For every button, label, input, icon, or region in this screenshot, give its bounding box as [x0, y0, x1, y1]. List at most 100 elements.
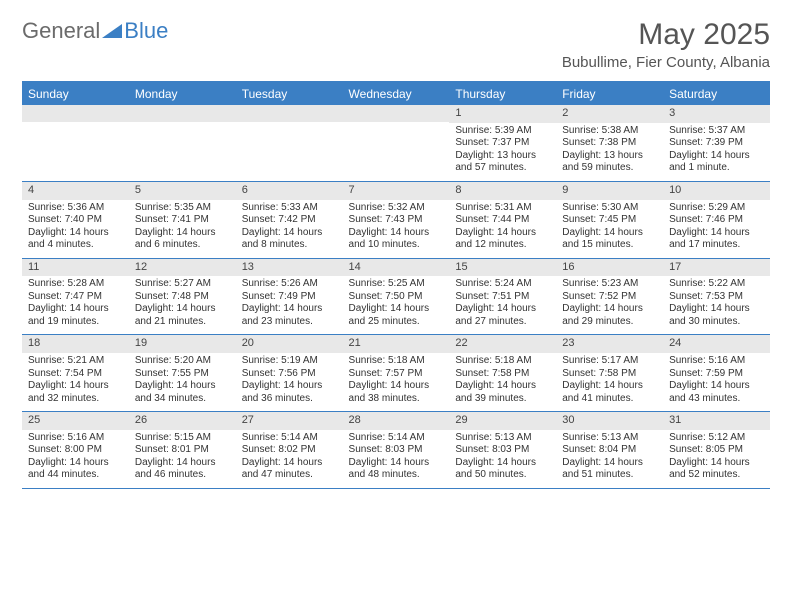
sunset-line: Sunset: 7:53 PM [669, 291, 764, 304]
sunset-line: Sunset: 7:41 PM [135, 214, 230, 227]
dow-header: Sunday [22, 82, 129, 105]
day-cell: 13Sunrise: 5:26 AMSunset: 7:49 PMDayligh… [236, 258, 343, 335]
day-body: Sunrise: 5:23 AMSunset: 7:52 PMDaylight:… [556, 276, 663, 334]
sunset-line: Sunset: 8:01 PM [135, 444, 230, 457]
sunrise-line: Sunrise: 5:26 AM [242, 278, 337, 291]
day-number: 2 [556, 105, 663, 123]
day-body: Sunrise: 5:13 AMSunset: 8:04 PMDaylight:… [556, 430, 663, 488]
sunset-line: Sunset: 7:44 PM [455, 214, 550, 227]
day-cell: 31Sunrise: 5:12 AMSunset: 8:05 PMDayligh… [663, 412, 770, 489]
day-number: 5 [129, 182, 236, 200]
day-cell: 22Sunrise: 5:18 AMSunset: 7:58 PMDayligh… [449, 335, 556, 412]
day-number: 13 [236, 259, 343, 277]
sunrise-line: Sunrise: 5:32 AM [349, 202, 444, 215]
logo-text-general: General [22, 18, 100, 44]
day-body: Sunrise: 5:12 AMSunset: 8:05 PMDaylight:… [663, 430, 770, 488]
sunrise-line: Sunrise: 5:33 AM [242, 202, 337, 215]
daylight-line: Daylight: 14 hours and 4 minutes. [28, 227, 123, 252]
day-body: Sunrise: 5:26 AMSunset: 7:49 PMDaylight:… [236, 276, 343, 334]
calendar-row: 11Sunrise: 5:28 AMSunset: 7:47 PMDayligh… [22, 258, 770, 335]
day-number: 18 [22, 335, 129, 353]
sunset-line: Sunset: 7:50 PM [349, 291, 444, 304]
day-cell: 7Sunrise: 5:32 AMSunset: 7:43 PMDaylight… [343, 181, 450, 258]
day-number: 21 [343, 335, 450, 353]
day-number: 29 [449, 412, 556, 430]
sunset-line: Sunset: 7:52 PM [562, 291, 657, 304]
day-number: 9 [556, 182, 663, 200]
dow-header: Thursday [449, 82, 556, 105]
day-cell: 19Sunrise: 5:20 AMSunset: 7:55 PMDayligh… [129, 335, 236, 412]
day-body: Sunrise: 5:16 AMSunset: 8:00 PMDaylight:… [22, 430, 129, 488]
sunrise-line: Sunrise: 5:19 AM [242, 355, 337, 368]
day-body: Sunrise: 5:17 AMSunset: 7:58 PMDaylight:… [556, 353, 663, 411]
day-number: 24 [663, 335, 770, 353]
daylight-line: Daylight: 14 hours and 39 minutes. [455, 380, 550, 405]
day-cell: 12Sunrise: 5:27 AMSunset: 7:48 PMDayligh… [129, 258, 236, 335]
sunrise-line: Sunrise: 5:22 AM [669, 278, 764, 291]
sunrise-line: Sunrise: 5:30 AM [562, 202, 657, 215]
empty-day-header [22, 105, 129, 122]
day-cell: 20Sunrise: 5:19 AMSunset: 7:56 PMDayligh… [236, 335, 343, 412]
sunrise-line: Sunrise: 5:13 AM [562, 432, 657, 445]
calendar-row: 25Sunrise: 5:16 AMSunset: 8:00 PMDayligh… [22, 412, 770, 489]
daylight-line: Daylight: 14 hours and 29 minutes. [562, 303, 657, 328]
sunset-line: Sunset: 7:56 PM [242, 368, 337, 381]
day-body: Sunrise: 5:20 AMSunset: 7:55 PMDaylight:… [129, 353, 236, 411]
sunrise-line: Sunrise: 5:16 AM [669, 355, 764, 368]
day-cell: 5Sunrise: 5:35 AMSunset: 7:41 PMDaylight… [129, 181, 236, 258]
sunrise-line: Sunrise: 5:35 AM [135, 202, 230, 215]
day-number: 6 [236, 182, 343, 200]
dow-header: Tuesday [236, 82, 343, 105]
daylight-line: Daylight: 13 hours and 59 minutes. [562, 150, 657, 175]
day-body: Sunrise: 5:33 AMSunset: 7:42 PMDaylight:… [236, 200, 343, 258]
day-body: Sunrise: 5:18 AMSunset: 7:58 PMDaylight:… [449, 353, 556, 411]
day-cell: 26Sunrise: 5:15 AMSunset: 8:01 PMDayligh… [129, 412, 236, 489]
day-body: Sunrise: 5:38 AMSunset: 7:38 PMDaylight:… [556, 123, 663, 181]
daylight-line: Daylight: 13 hours and 57 minutes. [455, 150, 550, 175]
sunset-line: Sunset: 7:46 PM [669, 214, 764, 227]
day-cell: 8Sunrise: 5:31 AMSunset: 7:44 PMDaylight… [449, 181, 556, 258]
day-body: Sunrise: 5:35 AMSunset: 7:41 PMDaylight:… [129, 200, 236, 258]
day-number: 10 [663, 182, 770, 200]
sunset-line: Sunset: 8:04 PM [562, 444, 657, 457]
dow-header: Monday [129, 82, 236, 105]
calendar-row: 18Sunrise: 5:21 AMSunset: 7:54 PMDayligh… [22, 335, 770, 412]
day-number: 27 [236, 412, 343, 430]
daylight-line: Daylight: 14 hours and 15 minutes. [562, 227, 657, 252]
day-number: 14 [343, 259, 450, 277]
dow-header: Wednesday [343, 82, 450, 105]
day-body: Sunrise: 5:29 AMSunset: 7:46 PMDaylight:… [663, 200, 770, 258]
sunset-line: Sunset: 7:38 PM [562, 137, 657, 150]
day-number: 3 [663, 105, 770, 123]
sunset-line: Sunset: 7:45 PM [562, 214, 657, 227]
sunrise-line: Sunrise: 5:25 AM [349, 278, 444, 291]
sunrise-line: Sunrise: 5:23 AM [562, 278, 657, 291]
sunset-line: Sunset: 7:54 PM [28, 368, 123, 381]
sunset-line: Sunset: 7:37 PM [455, 137, 550, 150]
day-cell: 29Sunrise: 5:13 AMSunset: 8:03 PMDayligh… [449, 412, 556, 489]
day-cell: 2Sunrise: 5:38 AMSunset: 7:38 PMDaylight… [556, 105, 663, 181]
day-number: 22 [449, 335, 556, 353]
daylight-line: Daylight: 14 hours and 46 minutes. [135, 457, 230, 482]
day-body: Sunrise: 5:13 AMSunset: 8:03 PMDaylight:… [449, 430, 556, 488]
sunset-line: Sunset: 7:58 PM [562, 368, 657, 381]
sunset-line: Sunset: 7:55 PM [135, 368, 230, 381]
day-number: 17 [663, 259, 770, 277]
day-cell: 25Sunrise: 5:16 AMSunset: 8:00 PMDayligh… [22, 412, 129, 489]
day-cell: 27Sunrise: 5:14 AMSunset: 8:02 PMDayligh… [236, 412, 343, 489]
day-cell: 4Sunrise: 5:36 AMSunset: 7:40 PMDaylight… [22, 181, 129, 258]
day-cell: 21Sunrise: 5:18 AMSunset: 7:57 PMDayligh… [343, 335, 450, 412]
sunrise-line: Sunrise: 5:29 AM [669, 202, 764, 215]
empty-day-header [129, 105, 236, 122]
logo: General Blue [22, 18, 168, 44]
daylight-line: Daylight: 14 hours and 41 minutes. [562, 380, 657, 405]
day-body: Sunrise: 5:16 AMSunset: 7:59 PMDaylight:… [663, 353, 770, 411]
sunset-line: Sunset: 7:47 PM [28, 291, 123, 304]
day-cell: 18Sunrise: 5:21 AMSunset: 7:54 PMDayligh… [22, 335, 129, 412]
day-cell [22, 105, 129, 181]
page-header: General Blue May 2025 Bubullime, Fier Co… [22, 18, 770, 71]
day-cell: 3Sunrise: 5:37 AMSunset: 7:39 PMDaylight… [663, 105, 770, 181]
daylight-line: Daylight: 14 hours and 23 minutes. [242, 303, 337, 328]
sunset-line: Sunset: 7:59 PM [669, 368, 764, 381]
sunset-line: Sunset: 7:49 PM [242, 291, 337, 304]
